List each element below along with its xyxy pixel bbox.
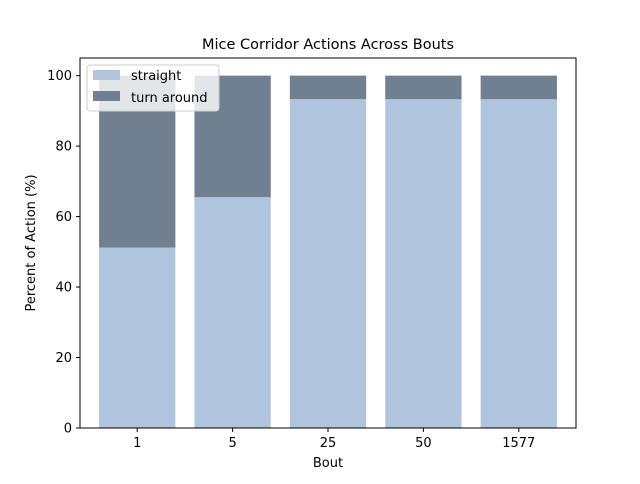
- y-tick-label: 60: [55, 210, 72, 225]
- y-tick-label: 40: [55, 281, 72, 296]
- bar-turn-around-25: [289, 75, 367, 100]
- bar-straight-5: [194, 197, 271, 428]
- bar-turn-around-50: [385, 75, 462, 100]
- y-axis-label: Percent of Action (%): [24, 174, 39, 311]
- x-tick-label: 5: [228, 436, 236, 451]
- legend-swatch-turn-around: [93, 91, 120, 101]
- y-tick-label: 0: [64, 422, 72, 437]
- x-tick-label: 1: [133, 436, 141, 451]
- x-tick-label: 25: [320, 436, 337, 451]
- y-tick-label: 80: [55, 140, 72, 155]
- legend: straight turn around: [86, 64, 220, 112]
- bars: [99, 75, 557, 428]
- legend-label-turn-around: turn around: [131, 91, 208, 106]
- legend-swatch-straight: [93, 70, 120, 80]
- y-tick-label: 100: [47, 69, 72, 84]
- chart-title: Mice Corridor Actions Across Bouts: [202, 37, 454, 53]
- y-axis-ticks: 0 20 40 60 80 100: [47, 69, 80, 437]
- y-tick-label: 20: [55, 351, 72, 366]
- x-tick-label: 50: [415, 436, 432, 451]
- bar-straight-1577: [480, 99, 557, 428]
- bar-straight-1: [99, 247, 176, 428]
- legend-label-straight: straight: [131, 69, 181, 84]
- bar-straight-25: [289, 99, 367, 428]
- bar-turn-around-1577: [480, 75, 557, 100]
- bar-straight-50: [385, 99, 462, 428]
- x-tick-label: 1577: [502, 436, 535, 451]
- x-axis-label: Bout: [313, 456, 343, 471]
- x-axis-ticks: 1 5 25 50 1577: [133, 428, 535, 451]
